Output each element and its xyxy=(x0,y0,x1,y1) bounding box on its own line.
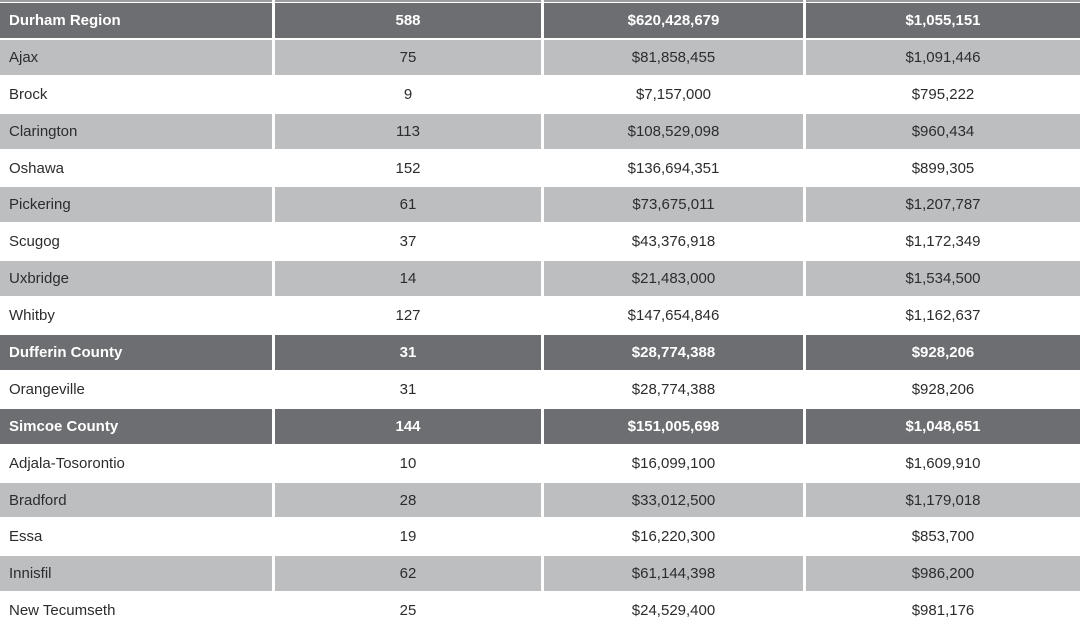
table-row: Adjala-Tosorontio 10 $16,099,100 $1,609,… xyxy=(0,445,1080,481)
table-row: Innisfil 62 $61,144,398 $986,200 xyxy=(0,556,1080,592)
table-row: Bradford 28 $33,012,500 $1,179,018 xyxy=(0,482,1080,518)
dollar-volume-cell: $33,012,500 xyxy=(544,482,803,518)
table-row: Orangeville 31 $28,774,388 $928,206 xyxy=(0,371,1080,407)
region-name-cell: Pickering xyxy=(0,187,272,223)
region-name-cell: Dufferin County xyxy=(0,335,272,370)
region-name-cell: Bradford xyxy=(0,482,272,518)
average-price-cell: $899,305 xyxy=(806,150,1080,186)
region-name-cell: Scugog xyxy=(0,224,272,260)
sales-count-cell: 113 xyxy=(275,113,541,149)
average-price-cell: $986,200 xyxy=(806,556,1080,592)
region-name-cell: Oshawa xyxy=(0,150,272,186)
dollar-volume-cell: $16,099,100 xyxy=(544,445,803,481)
average-price-cell: $981,176 xyxy=(806,593,1080,628)
sales-count-cell: 152 xyxy=(275,150,541,186)
average-price-cell: $1,179,018 xyxy=(806,482,1080,518)
region-name-cell: Adjala-Tosorontio xyxy=(0,445,272,481)
average-price-cell: $1,055,151 xyxy=(806,3,1080,38)
table-row: New Tecumseth 25 $24,529,400 $981,176 xyxy=(0,593,1080,628)
table-rows: Durham Region 588 $620,428,679 $1,055,15… xyxy=(0,3,1080,628)
average-price-cell: $928,206 xyxy=(806,371,1080,407)
dollar-volume-cell: $16,220,300 xyxy=(544,519,803,555)
average-price-cell: $1,534,500 xyxy=(806,261,1080,297)
average-price-cell: $1,172,349 xyxy=(806,224,1080,260)
sales-count-cell: 19 xyxy=(275,519,541,555)
cropped-previous-row xyxy=(0,0,1080,2)
sales-count-cell: 127 xyxy=(275,298,541,334)
table-row: Clarington 113 $108,529,098 $960,434 xyxy=(0,113,1080,149)
average-price-cell: $1,162,637 xyxy=(806,298,1080,334)
average-price-cell: $928,206 xyxy=(806,335,1080,370)
sales-count-cell: 75 xyxy=(275,39,541,75)
sales-count-cell: 588 xyxy=(275,3,541,38)
region-name-cell: Simcoe County xyxy=(0,408,272,444)
dollar-volume-cell: $620,428,679 xyxy=(544,3,803,38)
cropped-cell xyxy=(806,0,1080,2)
cropped-cell xyxy=(275,0,541,2)
table-row: Simcoe County 144 $151,005,698 $1,048,65… xyxy=(0,408,1080,444)
dollar-volume-cell: $61,144,398 xyxy=(544,556,803,592)
region-name-cell: Durham Region xyxy=(0,3,272,38)
region-name-cell: Essa xyxy=(0,519,272,555)
dollar-volume-cell: $73,675,011 xyxy=(544,187,803,223)
table-row: Whitby 127 $147,654,846 $1,162,637 xyxy=(0,298,1080,334)
region-name-cell: Ajax xyxy=(0,39,272,75)
table-row: Brock 9 $7,157,000 $795,222 xyxy=(0,76,1080,112)
sales-count-cell: 62 xyxy=(275,556,541,592)
dollar-volume-cell: $21,483,000 xyxy=(544,261,803,297)
sales-count-cell: 31 xyxy=(275,335,541,370)
sales-count-cell: 28 xyxy=(275,482,541,518)
dollar-volume-cell: $28,774,388 xyxy=(544,335,803,370)
sales-count-cell: 37 xyxy=(275,224,541,260)
sales-count-cell: 31 xyxy=(275,371,541,407)
sales-count-cell: 14 xyxy=(275,261,541,297)
sales-count-cell: 10 xyxy=(275,445,541,481)
region-name-cell: Brock xyxy=(0,76,272,112)
average-price-cell: $1,091,446 xyxy=(806,39,1080,75)
dollar-volume-cell: $147,654,846 xyxy=(544,298,803,334)
table-row: Durham Region 588 $620,428,679 $1,055,15… xyxy=(0,3,1080,38)
average-price-cell: $795,222 xyxy=(806,76,1080,112)
table-row: Scugog 37 $43,376,918 $1,172,349 xyxy=(0,224,1080,260)
sales-count-cell: 25 xyxy=(275,593,541,628)
average-price-cell: $1,207,787 xyxy=(806,187,1080,223)
region-name-cell: Uxbridge xyxy=(0,261,272,297)
dollar-volume-cell: $28,774,388 xyxy=(544,371,803,407)
region-name-cell: Clarington xyxy=(0,113,272,149)
average-price-cell: $853,700 xyxy=(806,519,1080,555)
dollar-volume-cell: $151,005,698 xyxy=(544,408,803,444)
sales-count-cell: 61 xyxy=(275,187,541,223)
dollar-volume-cell: $43,376,918 xyxy=(544,224,803,260)
table-row: Dufferin County 31 $28,774,388 $928,206 xyxy=(0,335,1080,370)
average-price-cell: $1,609,910 xyxy=(806,445,1080,481)
table-row: Pickering 61 $73,675,011 $1,207,787 xyxy=(0,187,1080,223)
dollar-volume-cell: $81,858,455 xyxy=(544,39,803,75)
cropped-cell xyxy=(544,0,803,2)
dollar-volume-cell: $24,529,400 xyxy=(544,593,803,628)
dollar-volume-cell: $108,529,098 xyxy=(544,113,803,149)
table-row: Ajax 75 $81,858,455 $1,091,446 xyxy=(0,39,1080,75)
cropped-cell xyxy=(0,0,272,2)
sales-count-cell: 144 xyxy=(275,408,541,444)
region-name-cell: Innisfil xyxy=(0,556,272,592)
dollar-volume-cell: $136,694,351 xyxy=(544,150,803,186)
table-row: Oshawa 152 $136,694,351 $899,305 xyxy=(0,150,1080,186)
region-name-cell: Whitby xyxy=(0,298,272,334)
sales-count-cell: 9 xyxy=(275,76,541,112)
dollar-volume-cell: $7,157,000 xyxy=(544,76,803,112)
region-name-cell: New Tecumseth xyxy=(0,593,272,628)
average-price-cell: $960,434 xyxy=(806,113,1080,149)
average-price-cell: $1,048,651 xyxy=(806,408,1080,444)
table-row: Essa 19 $16,220,300 $853,700 xyxy=(0,519,1080,555)
table-row: Uxbridge 14 $21,483,000 $1,534,500 xyxy=(0,261,1080,297)
region-name-cell: Orangeville xyxy=(0,371,272,407)
